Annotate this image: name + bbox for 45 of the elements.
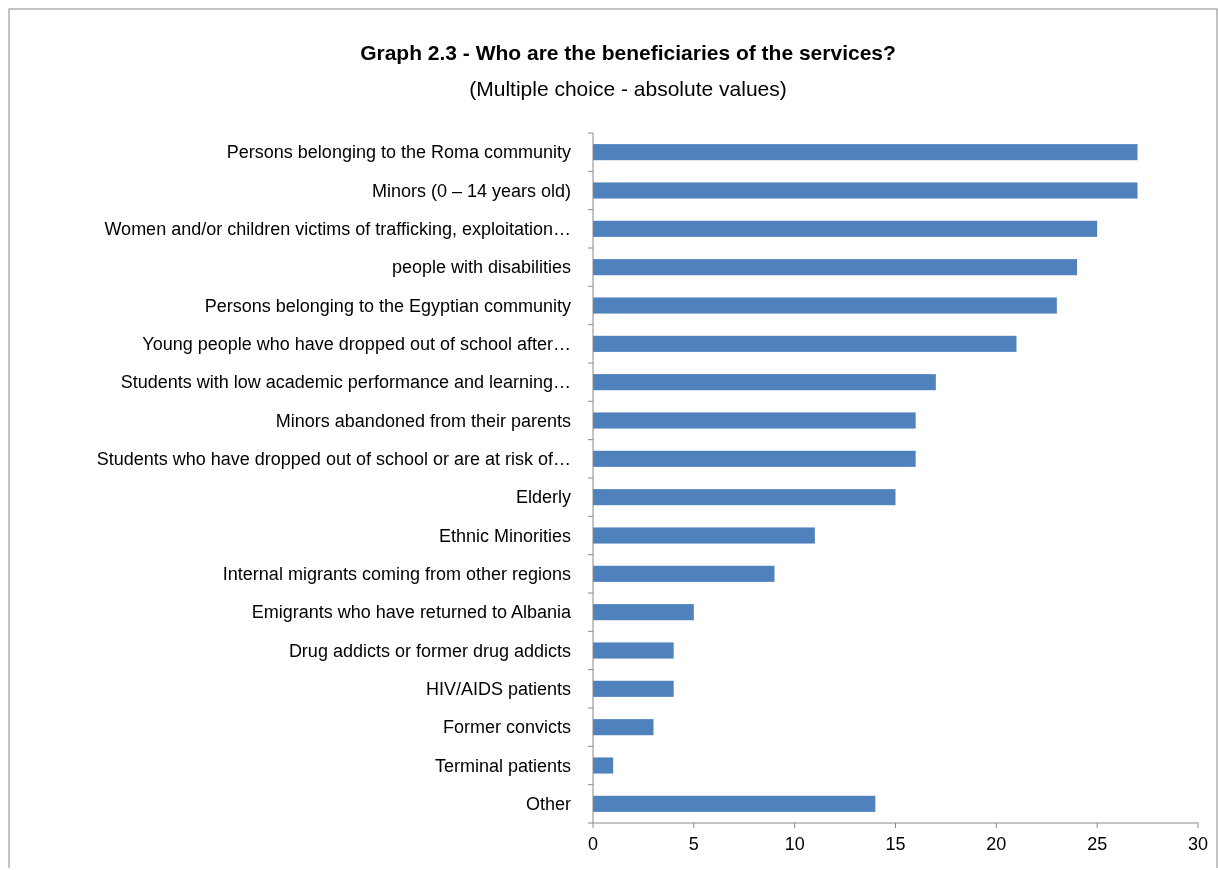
y-tick-label: Minors (0 – 14 years old) (371, 180, 571, 201)
y-tick-label: Former convicts (442, 717, 571, 738)
bar (593, 297, 1057, 314)
bar (593, 489, 896, 506)
bar (593, 795, 876, 812)
bar (593, 719, 654, 736)
bar (593, 757, 614, 774)
bar (593, 374, 936, 391)
y-tick-label: Drug addicts or former drug addicts (288, 640, 571, 661)
y-tick-label: Other (525, 794, 571, 815)
y-tick-label: Emigrants who have returned to Albania (251, 602, 572, 623)
x-tick-label: 0 (587, 834, 599, 854)
x-tick-label: 15 (885, 834, 906, 854)
x-tick-label: 10 (784, 834, 805, 854)
y-tick-label: Terminal patients (434, 755, 571, 776)
y-tick-label: Elderly (515, 487, 571, 508)
y-tick-label: Women and/or children victims of trafficking, exploitation… (104, 219, 571, 240)
y-tick-label: Persons belonging to the Roma community (226, 142, 571, 163)
bar (593, 144, 1138, 161)
y-tick-label: Young people who have dropped out of school after… (142, 334, 571, 355)
y-tick-label: Internal migrants coming from other regions (222, 564, 571, 585)
chart-subtitle: (Multiple choice - absolute values) (469, 77, 787, 100)
bar (593, 680, 674, 697)
bar (593, 604, 694, 621)
bar (593, 450, 916, 467)
y-tick-label: Persons belonging to the Egyptian community (204, 295, 571, 316)
y-tick-label: people with disabilities (391, 257, 571, 278)
y-tick-label: Students with low academic performance and learning… (120, 372, 571, 393)
y-tick-label: Ethnic Minorities (438, 525, 571, 546)
x-tick-label: 20 (986, 834, 1007, 854)
bar (593, 220, 1098, 237)
y-tick-label: Minors abandoned from their parents (275, 410, 571, 431)
bar (593, 182, 1138, 199)
bar (593, 412, 916, 429)
y-tick-label: HIV/AIDS patients (425, 679, 571, 700)
bar (593, 259, 1077, 276)
y-tick-label: Students who have dropped out of school or are at risk of… (96, 449, 571, 470)
chart-title: Graph 2.3 - Who are the beneficiaries of the services? (360, 41, 896, 64)
bar (593, 527, 815, 544)
bar (593, 335, 1017, 352)
x-tick-label: 30 (1187, 834, 1209, 854)
x-tick-label: 25 (1087, 834, 1108, 854)
bar (593, 565, 775, 582)
bar (593, 642, 674, 659)
x-tick-label: 5 (688, 834, 699, 854)
